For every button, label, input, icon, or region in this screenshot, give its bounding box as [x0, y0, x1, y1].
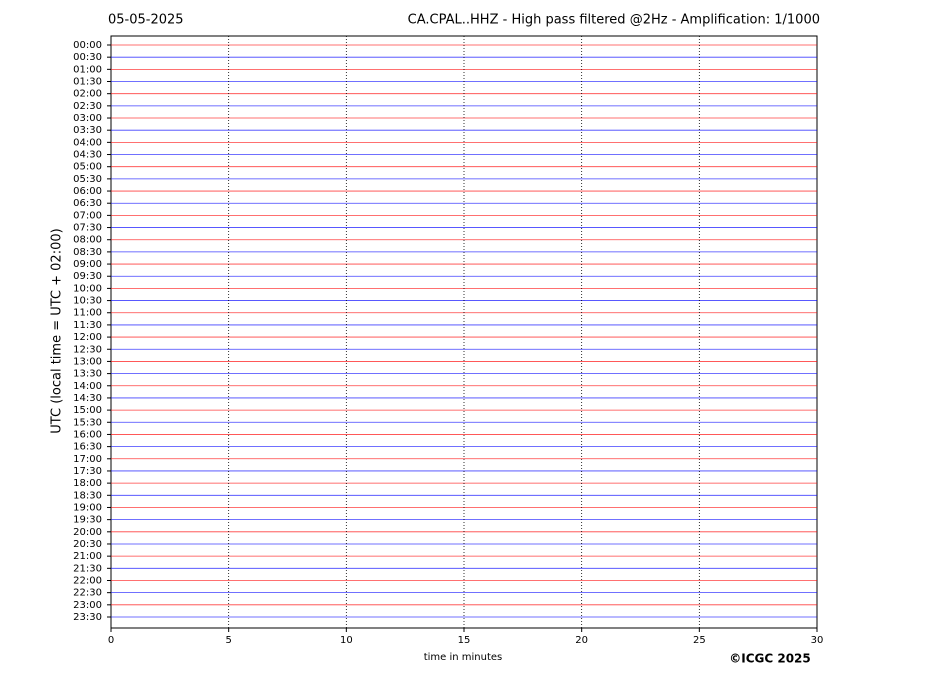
credit: ©ICGC 2025 [729, 652, 811, 666]
y-tick-label: 03:30 [73, 125, 102, 136]
x-axis-label: time in minutes [424, 652, 503, 663]
x-tick-label: 30 [811, 635, 824, 646]
y-axis-label: UTC (local time = UTC + 02:00) [50, 228, 65, 433]
y-tick-label: 00:00 [73, 40, 102, 51]
y-tick-label: 00:30 [73, 52, 102, 63]
y-tick-label: 07:30 [73, 223, 102, 234]
chart-date: 05-05-2025 [108, 13, 184, 28]
y-tick-label: 23:00 [73, 600, 102, 611]
chart-title: CA.CPAL..HHZ - High pass filtered @2Hz -… [408, 13, 820, 28]
y-tick-label: 20:30 [73, 539, 102, 550]
x-tick-label: 15 [458, 635, 471, 646]
y-tick-label: 02:00 [73, 89, 102, 100]
x-tick-label: 25 [693, 635, 706, 646]
y-tick-label: 21:00 [73, 551, 102, 562]
y-tick-label: 15:30 [73, 417, 102, 428]
y-tick-label: 16:30 [73, 442, 102, 453]
x-tick-label: 10 [340, 635, 353, 646]
y-tick-label: 16:00 [73, 429, 102, 440]
y-tick-label: 19:00 [73, 502, 102, 513]
y-tick-label: 05:00 [73, 162, 102, 173]
y-tick-label: 13:00 [73, 356, 102, 367]
y-tick-label: 18:30 [73, 490, 102, 501]
x-tick-label: 0 [108, 635, 114, 646]
x-tick-label: 5 [225, 635, 231, 646]
y-tick-label: 20:00 [73, 527, 102, 538]
y-tick-label: 17:00 [73, 454, 102, 465]
y-tick-label: 01:00 [73, 64, 102, 75]
y-tick-label: 13:30 [73, 369, 102, 380]
y-tick-label: 08:00 [73, 235, 102, 246]
y-tick-label: 22:00 [73, 575, 102, 586]
y-tick-label: 23:30 [73, 612, 102, 623]
y-tick-label: 05:30 [73, 174, 102, 185]
y-tick-label: 09:30 [73, 271, 102, 282]
y-tick-label: 08:30 [73, 247, 102, 258]
y-tick-label: 01:30 [73, 77, 102, 88]
y-tick-label: 09:00 [73, 259, 102, 270]
y-tick-label: 10:00 [73, 283, 102, 294]
y-tick-label: 04:00 [73, 137, 102, 148]
y-tick-label: 07:00 [73, 210, 102, 221]
y-tick-label: 06:00 [73, 186, 102, 197]
y-tick-label: 17:30 [73, 466, 102, 477]
y-tick-label: 19:30 [73, 515, 102, 526]
y-tick-label: 10:30 [73, 296, 102, 307]
x-tick-label: 20 [575, 635, 588, 646]
y-tick-label: 11:30 [73, 320, 102, 331]
y-tick-label: 02:30 [73, 101, 102, 112]
plot-frame [110, 35, 818, 629]
y-tick-label: 15:00 [73, 405, 102, 416]
y-tick-label: 22:30 [73, 588, 102, 599]
y-tick-label: 14:30 [73, 393, 102, 404]
y-tick-label: 11:00 [73, 308, 102, 319]
y-tick-label: 12:30 [73, 344, 102, 355]
y-tick-label: 21:30 [73, 563, 102, 574]
y-tick-label: 12:00 [73, 332, 102, 343]
y-tick-label: 04:30 [73, 150, 102, 161]
y-tick-label: 03:00 [73, 113, 102, 124]
y-tick-label: 06:30 [73, 198, 102, 209]
y-tick-label: 18:00 [73, 478, 102, 489]
y-tick-label: 14:00 [73, 381, 102, 392]
